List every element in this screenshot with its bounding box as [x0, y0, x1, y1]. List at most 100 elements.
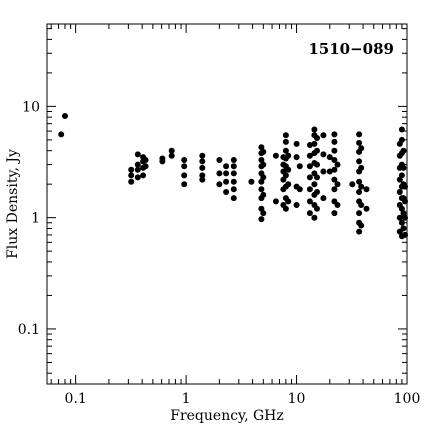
data-point: [320, 195, 327, 202]
x-tick-label: 1: [182, 391, 191, 407]
data-point: [260, 191, 267, 198]
data-point: [216, 157, 223, 163]
data-point: [293, 140, 300, 147]
data-point: [356, 178, 363, 185]
data-point: [258, 216, 265, 223]
data-point: [314, 161, 320, 168]
data-point: [216, 170, 223, 177]
data-point: [306, 152, 313, 159]
data-point: [62, 113, 68, 119]
data-point: [331, 138, 338, 145]
data-point: [400, 147, 407, 154]
data-point: [334, 161, 341, 168]
data-point: [320, 132, 327, 139]
data-point: [293, 154, 300, 161]
data-point: [258, 157, 265, 163]
data-point: [358, 164, 365, 171]
data-point: [140, 172, 147, 179]
plot-frame: [46, 23, 408, 385]
data-point: [134, 161, 141, 168]
data-point: [398, 126, 405, 133]
data-point: [230, 186, 237, 193]
data-point: [216, 181, 223, 188]
data-point: [199, 176, 206, 183]
x-tick-label: 100: [394, 391, 421, 407]
data-point: [282, 147, 289, 154]
data-point: [285, 152, 292, 159]
data-point: [358, 145, 365, 152]
data-point: [272, 152, 279, 159]
data-point: [306, 186, 313, 193]
axis-ticks: [47, 24, 408, 384]
data-point: [356, 158, 363, 165]
data-point: [260, 174, 267, 181]
data-point: [400, 210, 407, 217]
data-point: [314, 147, 320, 154]
data-point: [223, 170, 230, 177]
data-point: [331, 176, 338, 183]
data-point: [402, 214, 408, 221]
data-point: [306, 174, 313, 181]
data-point: [311, 140, 318, 147]
data-point: [314, 189, 320, 195]
data-point: [134, 174, 141, 181]
data-point: [260, 161, 267, 168]
data-point: [282, 172, 289, 179]
data-point: [230, 157, 237, 163]
data-point: [223, 178, 230, 185]
data-point: [400, 225, 407, 232]
data-point: [285, 166, 292, 173]
y-tick-label: 10: [22, 99, 40, 115]
data-point: [272, 198, 279, 205]
data-point: [331, 210, 338, 217]
data-point: [320, 151, 327, 158]
data-point: [159, 155, 166, 162]
data-point: [142, 163, 149, 170]
data-point: [282, 132, 289, 139]
data-point: [285, 198, 292, 205]
data-point: [258, 186, 265, 193]
data-point: [306, 210, 313, 217]
data-point: [356, 139, 363, 146]
data-point: [181, 163, 188, 170]
data-point: [402, 198, 408, 205]
x-tick-label: 0.1: [65, 391, 87, 407]
data-point: [168, 147, 175, 154]
data-point: [396, 189, 403, 195]
data-point: [396, 214, 403, 221]
data-point: [363, 186, 370, 193]
data-point: [128, 172, 135, 179]
data-point: [296, 186, 303, 193]
data-point: [326, 154, 333, 161]
data-point: [128, 178, 135, 185]
data-point: [358, 183, 365, 190]
data-point: [314, 135, 320, 141]
y-tick-label: 1: [31, 211, 40, 227]
data-point: [331, 166, 338, 173]
data-point: [199, 172, 206, 179]
data-point: [358, 222, 365, 229]
data-points: [58, 113, 408, 240]
data-point: [181, 181, 188, 188]
data-point: [230, 178, 237, 185]
data-point: [356, 131, 363, 138]
data-point: [223, 163, 230, 170]
data-point: [311, 214, 318, 221]
data-point: [398, 219, 405, 226]
data-point: [331, 186, 338, 193]
data-point: [58, 131, 65, 138]
data-point: [306, 163, 313, 170]
data-point: [199, 152, 206, 159]
data-point: [314, 174, 320, 181]
data-point: [334, 202, 341, 208]
data-point: [260, 148, 267, 155]
data-point: [181, 157, 188, 163]
data-point: [400, 164, 407, 171]
data-point: [168, 152, 175, 159]
data-point: [285, 181, 292, 188]
data-point: [306, 142, 313, 148]
data-point: [402, 183, 408, 190]
data-point: [402, 231, 408, 238]
data-point: [128, 166, 135, 173]
